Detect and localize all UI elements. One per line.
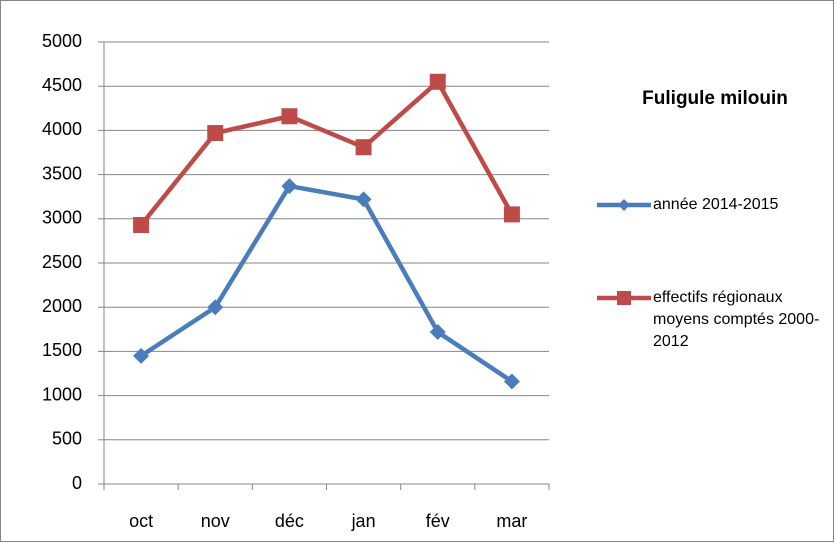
y-tick-label: 0 <box>72 473 82 493</box>
data-point <box>429 73 446 90</box>
y-tick-label: 2000 <box>42 296 82 316</box>
y-tick-label: 1500 <box>42 340 82 360</box>
data-point <box>207 299 224 316</box>
legend-label: effectifs régionaux moyens comptés 2000-… <box>653 289 820 350</box>
y-tick-label: 3500 <box>42 163 82 183</box>
y-tick-label: 5000 <box>42 31 82 51</box>
data-point <box>429 323 446 340</box>
data-point <box>355 191 372 208</box>
legend-marker <box>617 291 631 305</box>
y-tick-label: 4000 <box>42 119 82 139</box>
data-point <box>133 347 150 364</box>
x-tick-label: jan <box>351 511 376 531</box>
y-tick-label: 4500 <box>42 75 82 95</box>
data-point <box>281 178 298 195</box>
data-point <box>207 125 224 142</box>
y-tick-label: 2500 <box>42 252 82 272</box>
x-tick-label: oct <box>129 511 153 531</box>
data-point <box>503 206 520 223</box>
data-point <box>281 108 298 125</box>
legend-marker <box>618 199 630 211</box>
data-point <box>503 373 520 390</box>
series-line <box>139 79 514 227</box>
chart-title: Fuligule milouin <box>642 88 788 109</box>
y-tick-label: 500 <box>52 429 82 449</box>
data-point <box>133 216 150 233</box>
data-point <box>355 139 372 156</box>
y-tick-label: 3000 <box>42 208 82 228</box>
legend-label: année 2014-2015 <box>653 196 779 213</box>
y-tick-label: 1000 <box>42 384 82 404</box>
x-tick-label: déc <box>275 511 304 531</box>
x-tick-label: fév <box>426 511 450 531</box>
series-line <box>139 183 514 384</box>
x-tick-label: mar <box>496 511 527 531</box>
x-tick-label: nov <box>201 511 230 531</box>
